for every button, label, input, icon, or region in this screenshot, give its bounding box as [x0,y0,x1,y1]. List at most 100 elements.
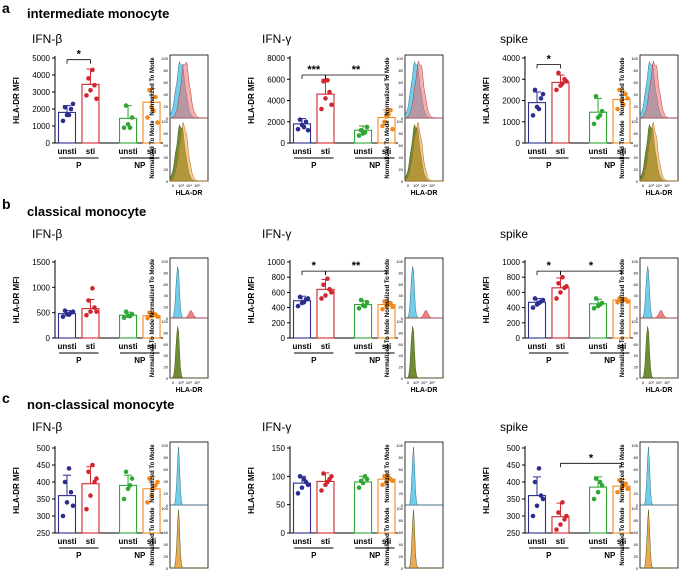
histogram-y-tick: 100 [631,119,638,124]
data-point [297,474,303,479]
group-label-p: P [546,161,552,170]
histogram-y-tick: 40 [634,92,639,97]
data-point [593,296,599,301]
x-category-label: unsti [353,537,372,546]
histogram-y-label: Normalized To Mode [385,444,391,503]
histogram-x-label: HLA-DR [411,190,438,197]
histogram-curve-unstimulated [640,266,678,319]
group-label-np: NP [369,551,381,560]
histogram-curve-unstimulated [405,266,443,319]
data-point [532,479,538,485]
y-tick-label: 400 [272,304,286,313]
data-point [66,312,72,317]
group-label-np: NP [134,551,146,560]
data-point [530,113,536,118]
data-point [295,126,301,132]
data-point [90,286,95,291]
data-point [151,486,156,492]
histogram-curve-stimulated-np [404,121,443,182]
data-point [323,96,328,101]
y-tick-label: 4000 [32,71,50,80]
data-point [155,120,160,125]
histogram-y-label: Normalized To Mode [150,120,156,179]
histogram-y-label: Normalized To Mode [385,258,391,317]
x-category-label: unsti [57,147,76,156]
data-point [86,76,91,81]
data-point [127,313,133,319]
histogram-curve-unstimulated-np [640,326,678,379]
histogram-y-tick: 80 [164,68,169,73]
data-point [556,70,561,76]
histogram-y-tick: 20 [399,365,404,370]
data-point [382,474,387,479]
histogram-y-tick: 20 [164,167,169,172]
data-point [121,315,127,321]
histogram-x-tick: 10⁴ [186,183,192,188]
data-point [88,309,93,314]
y-tick-label: 3000 [502,75,520,84]
histogram-curve-unstimulated-np [170,326,208,379]
data-point [305,127,311,133]
histogram-y-tick: 40 [164,155,169,160]
data-point [358,297,364,303]
y-tick-label: 350 [507,495,521,504]
y-tick-label: 1000 [267,258,285,267]
data-point [617,87,622,93]
data-point [155,479,160,485]
data-point [301,476,307,482]
y-axis-label: HLA-DR MFI [247,277,256,324]
histogram-y-tick: 40 [164,293,169,298]
sig-label: * [547,53,552,65]
data-point [321,79,326,84]
data-point [70,101,76,107]
histogram-y-tick: 80 [634,455,639,460]
histogram-y-tick: 60 [164,282,169,287]
data-point [623,91,628,97]
x-category-label: sti [382,537,391,546]
data-point [536,106,542,112]
histogram-y-label: Normalized To Mode [620,120,626,179]
histogram-y-label: Normalized To Mode [620,444,626,503]
data-point [153,94,158,100]
histogram-curve-unstimulated [640,446,678,506]
data-point [536,466,542,471]
data-point [384,479,389,485]
histogram-y-tick: 0 [636,179,639,184]
histogram-y-tick: 60 [634,530,639,535]
y-tick-label: 2000 [32,105,50,114]
x-category-label: unsti [57,537,76,546]
histogram-y-tick: 20 [399,104,404,109]
data-point [532,87,538,93]
histogram-y-tick: 100 [161,506,168,511]
x-category-label: unsti [527,537,546,546]
histogram-y-tick: 20 [164,554,169,559]
histogram-y-tick: 20 [164,491,169,496]
data-point [362,474,368,479]
histogram-y-label: Normalized To Mode [620,258,626,317]
data-point [597,479,603,485]
y-tick-label: 400 [507,304,521,313]
data-point [90,67,95,73]
histogram-curve-stimulated [639,60,678,119]
histogram-x-tick: 10⁵ [664,380,670,385]
histogram-x-tick: 10³ [648,183,654,188]
data-point [558,290,563,295]
histogram-y-tick: 40 [399,353,404,358]
data-point [70,503,76,509]
sig-label: * [77,49,82,61]
data-point [554,87,559,93]
histogram-x-tick: 10³ [178,380,184,385]
panel-title-c-ifng: IFN-γ [262,420,292,434]
data-point [621,483,626,488]
histogram-curve-stimulated-np [169,122,208,182]
data-point [123,309,129,314]
y-tick-label: 350 [37,495,51,504]
data-point [356,306,362,311]
y-tick-label: 4000 [502,54,520,63]
histogram-y-label: Normalized To Mode [150,318,156,377]
histogram-y-tick: 20 [634,554,639,559]
histogram-y-tick: 80 [399,270,404,275]
data-point [380,123,385,129]
data-point [153,483,158,488]
y-tick-label: 2000 [267,118,285,127]
